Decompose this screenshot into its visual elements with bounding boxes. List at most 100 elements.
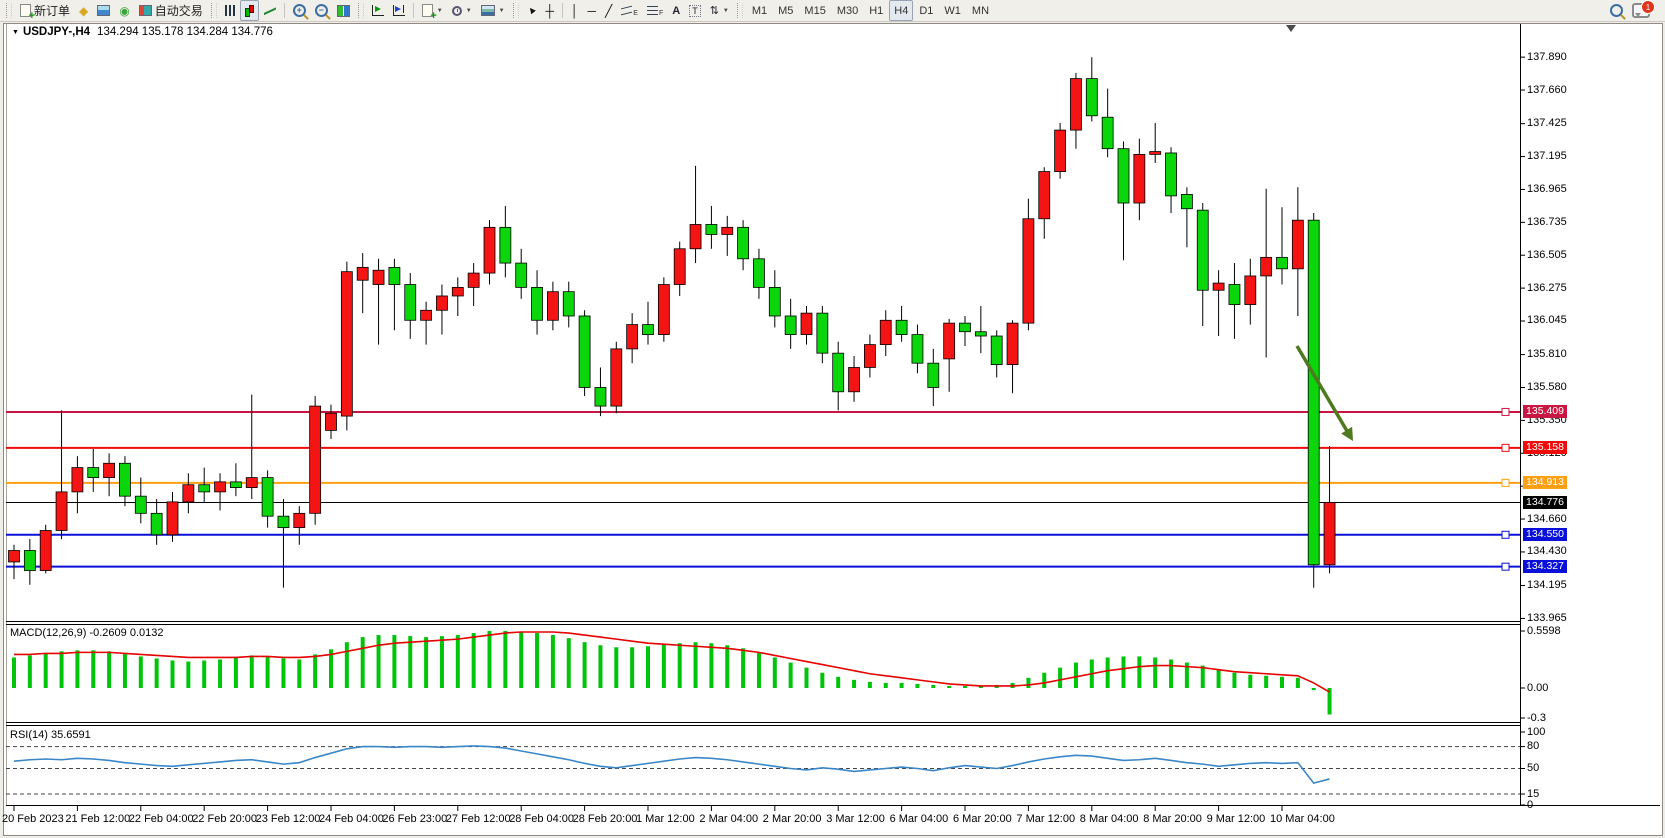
timeframe-m15[interactable]: M15 <box>804 4 826 17</box>
candle-body <box>277 515 290 529</box>
timeframe-h4[interactable]: H4 <box>889 0 914 21</box>
autotrading-button[interactable]: 自动交易 <box>135 0 207 21</box>
candle-body <box>1054 129 1066 172</box>
vertical-line-button[interactable]: │ <box>567 0 583 21</box>
candle-body <box>134 495 147 514</box>
notifications-button[interactable]: 1 <box>1628 0 1655 21</box>
horizontal-line-button[interactable]: ─ <box>584 0 601 21</box>
candlestick-chart-button[interactable] <box>239 0 259 21</box>
text-label-button[interactable]: T <box>685 0 705 21</box>
templates-button[interactable]: ▼ <box>477 0 509 21</box>
zoom-in-button[interactable]: + <box>289 0 310 21</box>
autotrading-label: 自动交易 <box>154 4 203 18</box>
candle-body <box>1196 209 1209 291</box>
toolbar-grip[interactable] <box>210 3 217 18</box>
timeframe-m1[interactable]: M1 <box>751 4 768 17</box>
timeframe-d1[interactable]: D1 <box>919 4 934 17</box>
text-button[interactable]: A <box>668 0 684 21</box>
macd-bar <box>661 644 666 688</box>
macd-bar <box>1248 674 1253 688</box>
equidistant-channel-button[interactable]: E <box>617 0 642 21</box>
new-order-button[interactable]: 新订单 <box>16 0 74 21</box>
indicators-button[interactable]: ▼ <box>418 0 447 21</box>
candle-body <box>261 477 274 517</box>
candle-body <box>927 362 940 388</box>
arrows-button[interactable]: ⇅ ▼ <box>706 0 733 21</box>
macd-bar <box>820 672 825 688</box>
candle-body <box>1181 194 1193 210</box>
macd-bar <box>281 658 286 688</box>
trendline-button[interactable]: ╱ <box>601 0 616 21</box>
down-arrow-annotation[interactable] <box>1295 345 1349 432</box>
level-handle[interactable] <box>1501 478 1510 487</box>
signals-button[interactable]: ◉ <box>115 0 133 21</box>
toolbar-grip[interactable] <box>736 3 743 18</box>
candle-body <box>990 335 1003 366</box>
macd-bar <box>1137 656 1142 688</box>
macd-bar <box>1280 676 1284 688</box>
market-watch-icon: ◆ <box>79 3 89 18</box>
fibonacci-button[interactable]: F <box>643 0 667 21</box>
crosshair-button[interactable]: ┼ <box>542 0 559 21</box>
macd-bar <box>772 657 777 688</box>
level-handle[interactable] <box>1501 562 1510 571</box>
candle-body <box>182 484 195 503</box>
candle-body <box>1323 502 1336 566</box>
candle-body <box>372 269 385 285</box>
candle-body <box>483 226 496 274</box>
candlestick-chart-icon <box>244 4 255 17</box>
terminal-icon <box>97 5 111 16</box>
toolbar-grip[interactable] <box>512 3 519 18</box>
macd-bar <box>91 650 96 688</box>
channel-icon <box>621 5 633 16</box>
macd-bar <box>1153 657 1158 688</box>
timeframe-w1[interactable]: W1 <box>944 4 961 17</box>
text-label-icon: T <box>689 4 701 17</box>
macd-bar <box>1042 672 1047 688</box>
timeframe-mn[interactable]: MN <box>971 4 990 17</box>
macd-bar <box>75 650 80 688</box>
macd-bar <box>313 654 318 688</box>
level-handle[interactable] <box>1501 407 1510 416</box>
bar-chart-button[interactable] <box>221 0 239 21</box>
cursor-button[interactable]: ▲ <box>523 0 541 21</box>
candle-body <box>562 291 575 317</box>
search-button[interactable] <box>1606 0 1627 21</box>
candle-body <box>325 412 337 431</box>
timeframe-h1[interactable]: H1 <box>869 4 884 17</box>
candle-body <box>356 266 369 281</box>
horizontal-line-icon: ─ <box>587 3 597 18</box>
autotrading-icon <box>138 5 152 16</box>
macd-bar <box>836 676 841 688</box>
macd-bar <box>503 630 508 688</box>
macd-bar <box>408 636 413 688</box>
chart-shift-button[interactable] <box>389 0 409 21</box>
candle-body <box>832 352 845 393</box>
toolbar-grip[interactable] <box>357 3 364 18</box>
level-handle[interactable] <box>1501 530 1510 539</box>
timeframe-m5[interactable]: M5 <box>778 4 794 17</box>
candle-body <box>1006 322 1019 366</box>
candle-body <box>642 324 654 335</box>
zoom-out-button[interactable]: − <box>311 0 332 21</box>
candle-body <box>705 224 718 235</box>
line-chart-button[interactable] <box>260 0 280 21</box>
macd-bar <box>249 655 254 688</box>
market-watch-button[interactable]: ◆ <box>75 0 92 21</box>
tile-windows-button[interactable] <box>333 0 354 21</box>
periods-button[interactable]: ▼ <box>448 0 476 21</box>
macd-bar <box>1121 656 1126 688</box>
macd-bar <box>59 651 64 688</box>
candle-body <box>39 530 52 571</box>
macd-bar <box>487 630 492 688</box>
chart-shift-icon <box>392 5 405 16</box>
macd-bar <box>392 635 397 688</box>
level-handle[interactable] <box>1501 443 1510 452</box>
terminal-button[interactable] <box>93 0 114 21</box>
auto-scroll-button[interactable] <box>368 0 388 21</box>
candle-body <box>404 284 417 321</box>
toolbar-grip[interactable] <box>6 3 12 18</box>
candle-body <box>293 512 306 529</box>
timeframe-m30[interactable]: M30 <box>836 4 859 17</box>
